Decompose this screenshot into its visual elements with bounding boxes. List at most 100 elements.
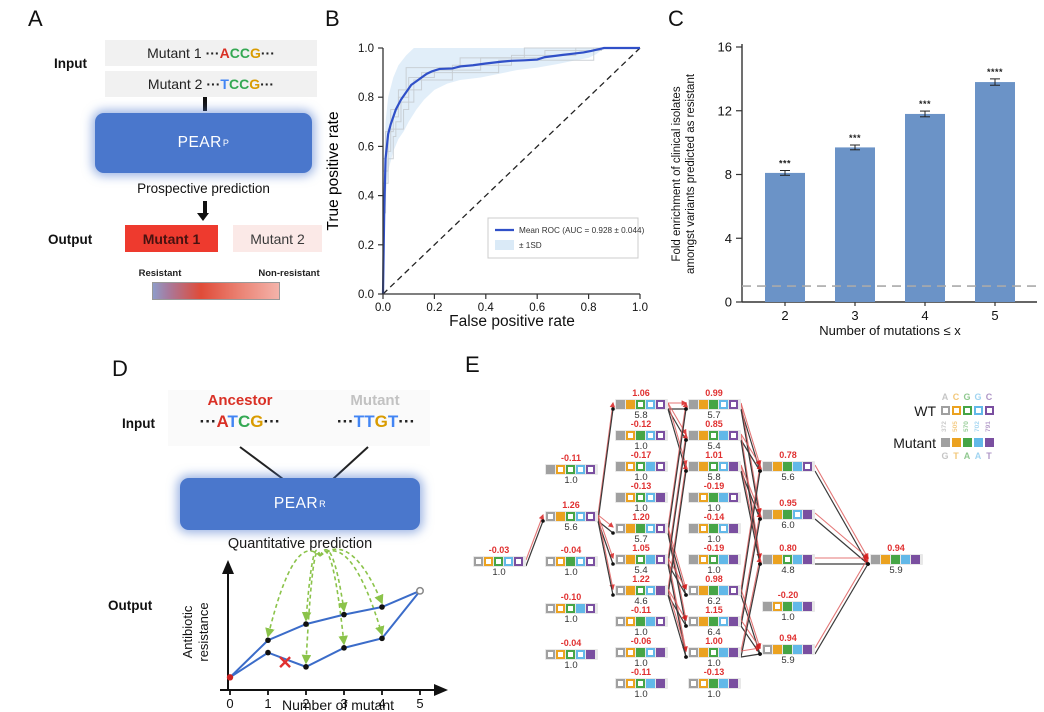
- wt-site-square: [565, 650, 575, 659]
- resistant-label: Resistant: [138, 268, 182, 279]
- network-node-c6_0: 0.94 5.9: [868, 543, 924, 576]
- wt-site-square: [718, 400, 728, 409]
- mutant-site-square: [688, 400, 698, 409]
- mutant-site-square: [718, 493, 728, 502]
- wt-site-square: [615, 679, 625, 688]
- mutant-site-square: [802, 510, 812, 519]
- sequence-char: ···: [260, 76, 275, 92]
- node-resistance-value: 5.8: [634, 410, 648, 421]
- edge-black: [740, 408, 761, 520]
- sequence-char: G: [249, 45, 261, 61]
- node-score: -0.06: [630, 636, 652, 646]
- node-score: -0.19: [703, 481, 725, 491]
- mutant-site-square: [645, 679, 655, 688]
- node-genotype-bar: [614, 585, 668, 596]
- sequence-char: T: [227, 412, 238, 431]
- svg-text:resistance: resistance: [196, 602, 211, 661]
- node-genotype-bar: [614, 554, 668, 565]
- bar-mutations-4: [905, 113, 945, 302]
- sequence-char: ···: [263, 412, 281, 431]
- node-genotype-bar: [687, 585, 741, 596]
- wt-site-square: [625, 617, 635, 626]
- prediction-arrow: [319, 550, 348, 646]
- output-box-mutant2: Mutant 2: [233, 225, 322, 252]
- wt-site-square: [635, 493, 645, 502]
- resistance-colorbar: [152, 282, 280, 300]
- sequence-char: C: [239, 45, 250, 61]
- network-edges: [525, 400, 870, 659]
- pear-p-sup: P: [222, 138, 230, 148]
- wt-site-square: [728, 400, 738, 409]
- roc-sd-band: [383, 48, 640, 294]
- wt-site-square: [708, 555, 718, 564]
- node-resistance-value: 1.0: [564, 567, 578, 578]
- svg-text:4: 4: [921, 308, 928, 323]
- wt-site-square: [782, 555, 792, 564]
- edge-red: [667, 463, 689, 590]
- wt-site-square: [635, 586, 645, 595]
- edge-red: [814, 557, 869, 649]
- node-score: -0.13: [630, 481, 652, 491]
- mutant-site-square: [772, 555, 782, 564]
- mutant-site-square: [792, 645, 802, 654]
- node-genotype-bar: [687, 647, 741, 658]
- wt-site-square: [728, 431, 738, 440]
- network-node-c5_1: 0.95 6.0: [760, 498, 816, 531]
- node-resistance-value: 4.8: [781, 565, 795, 576]
- node-resistance-value: 1.0: [634, 689, 648, 700]
- edge-red: [667, 432, 689, 559]
- wt-site-square: [625, 431, 635, 440]
- svg-text:Number of mutations ≤ x: Number of mutations ≤ x: [819, 323, 961, 338]
- edge-red: [814, 512, 869, 559]
- mutant-site-square: [792, 462, 802, 471]
- node-score: -0.14: [703, 512, 725, 522]
- sequence-char: T: [353, 412, 365, 431]
- wt-site-square: [555, 604, 565, 613]
- edge-red: [740, 433, 761, 466]
- wt-site-square: [698, 679, 708, 688]
- sequence-char: T: [220, 76, 229, 92]
- mutant-site-square: [718, 431, 728, 440]
- mutant-site-square: [718, 648, 728, 657]
- network-node-c3_5: 1.05 5.4: [613, 543, 669, 576]
- wt-site-square: [615, 555, 625, 564]
- wt-site-square: [585, 557, 595, 566]
- roc-fold-curve: [382, 47, 640, 294]
- network-node-c2_2: -0.04 1.0: [543, 545, 599, 578]
- svg-text:0.4: 0.4: [358, 191, 375, 203]
- mutant-label: Mutant: [350, 392, 400, 409]
- mutant-site-square: [708, 586, 718, 595]
- node-score: 0.94: [779, 633, 797, 643]
- input-to-model-arrow: [203, 97, 207, 111]
- mutant-site-square: [728, 679, 738, 688]
- edge-red: [667, 557, 687, 590]
- node-resistance-value: 1.0: [634, 627, 648, 638]
- mutant-site-square: [625, 400, 635, 409]
- wt-site-square: [503, 557, 513, 566]
- wt-site-square: [655, 431, 665, 440]
- wt-site-square: [545, 512, 555, 521]
- node-genotype-bar: [614, 616, 668, 627]
- mutant-site-square: [645, 555, 655, 564]
- network-node-c4_0: 0.99 5.7: [686, 388, 742, 421]
- mutant-site-square: [698, 648, 708, 657]
- enrichment-chart: 0 4 8 12 16 *** 2 *** 3 *** 4 **** 5 Number of mutati…: [671, 40, 1037, 338]
- svg-text:***: ***: [919, 99, 931, 109]
- wt-site-square: [575, 512, 585, 521]
- network-node-c3_2: -0.17 1.0: [613, 450, 669, 483]
- wt-site-square: [698, 555, 708, 564]
- node-genotype-bar: [614, 523, 668, 534]
- wt-site-square: [698, 524, 708, 533]
- mutant-site-square: [762, 602, 772, 611]
- svg-text:1.0: 1.0: [632, 302, 648, 314]
- svg-text:False positive rate: False positive rate: [449, 313, 575, 330]
- node-score: 1.26: [562, 500, 580, 510]
- node-resistance-value: 5.8: [707, 472, 721, 483]
- mutant-site-square: [762, 555, 772, 564]
- panel-c-label: C: [668, 6, 684, 31]
- wt-site-square: [688, 648, 698, 657]
- mutant-site-square: [565, 557, 575, 566]
- edge-black: [740, 470, 761, 565]
- wt-site-square: [708, 462, 718, 471]
